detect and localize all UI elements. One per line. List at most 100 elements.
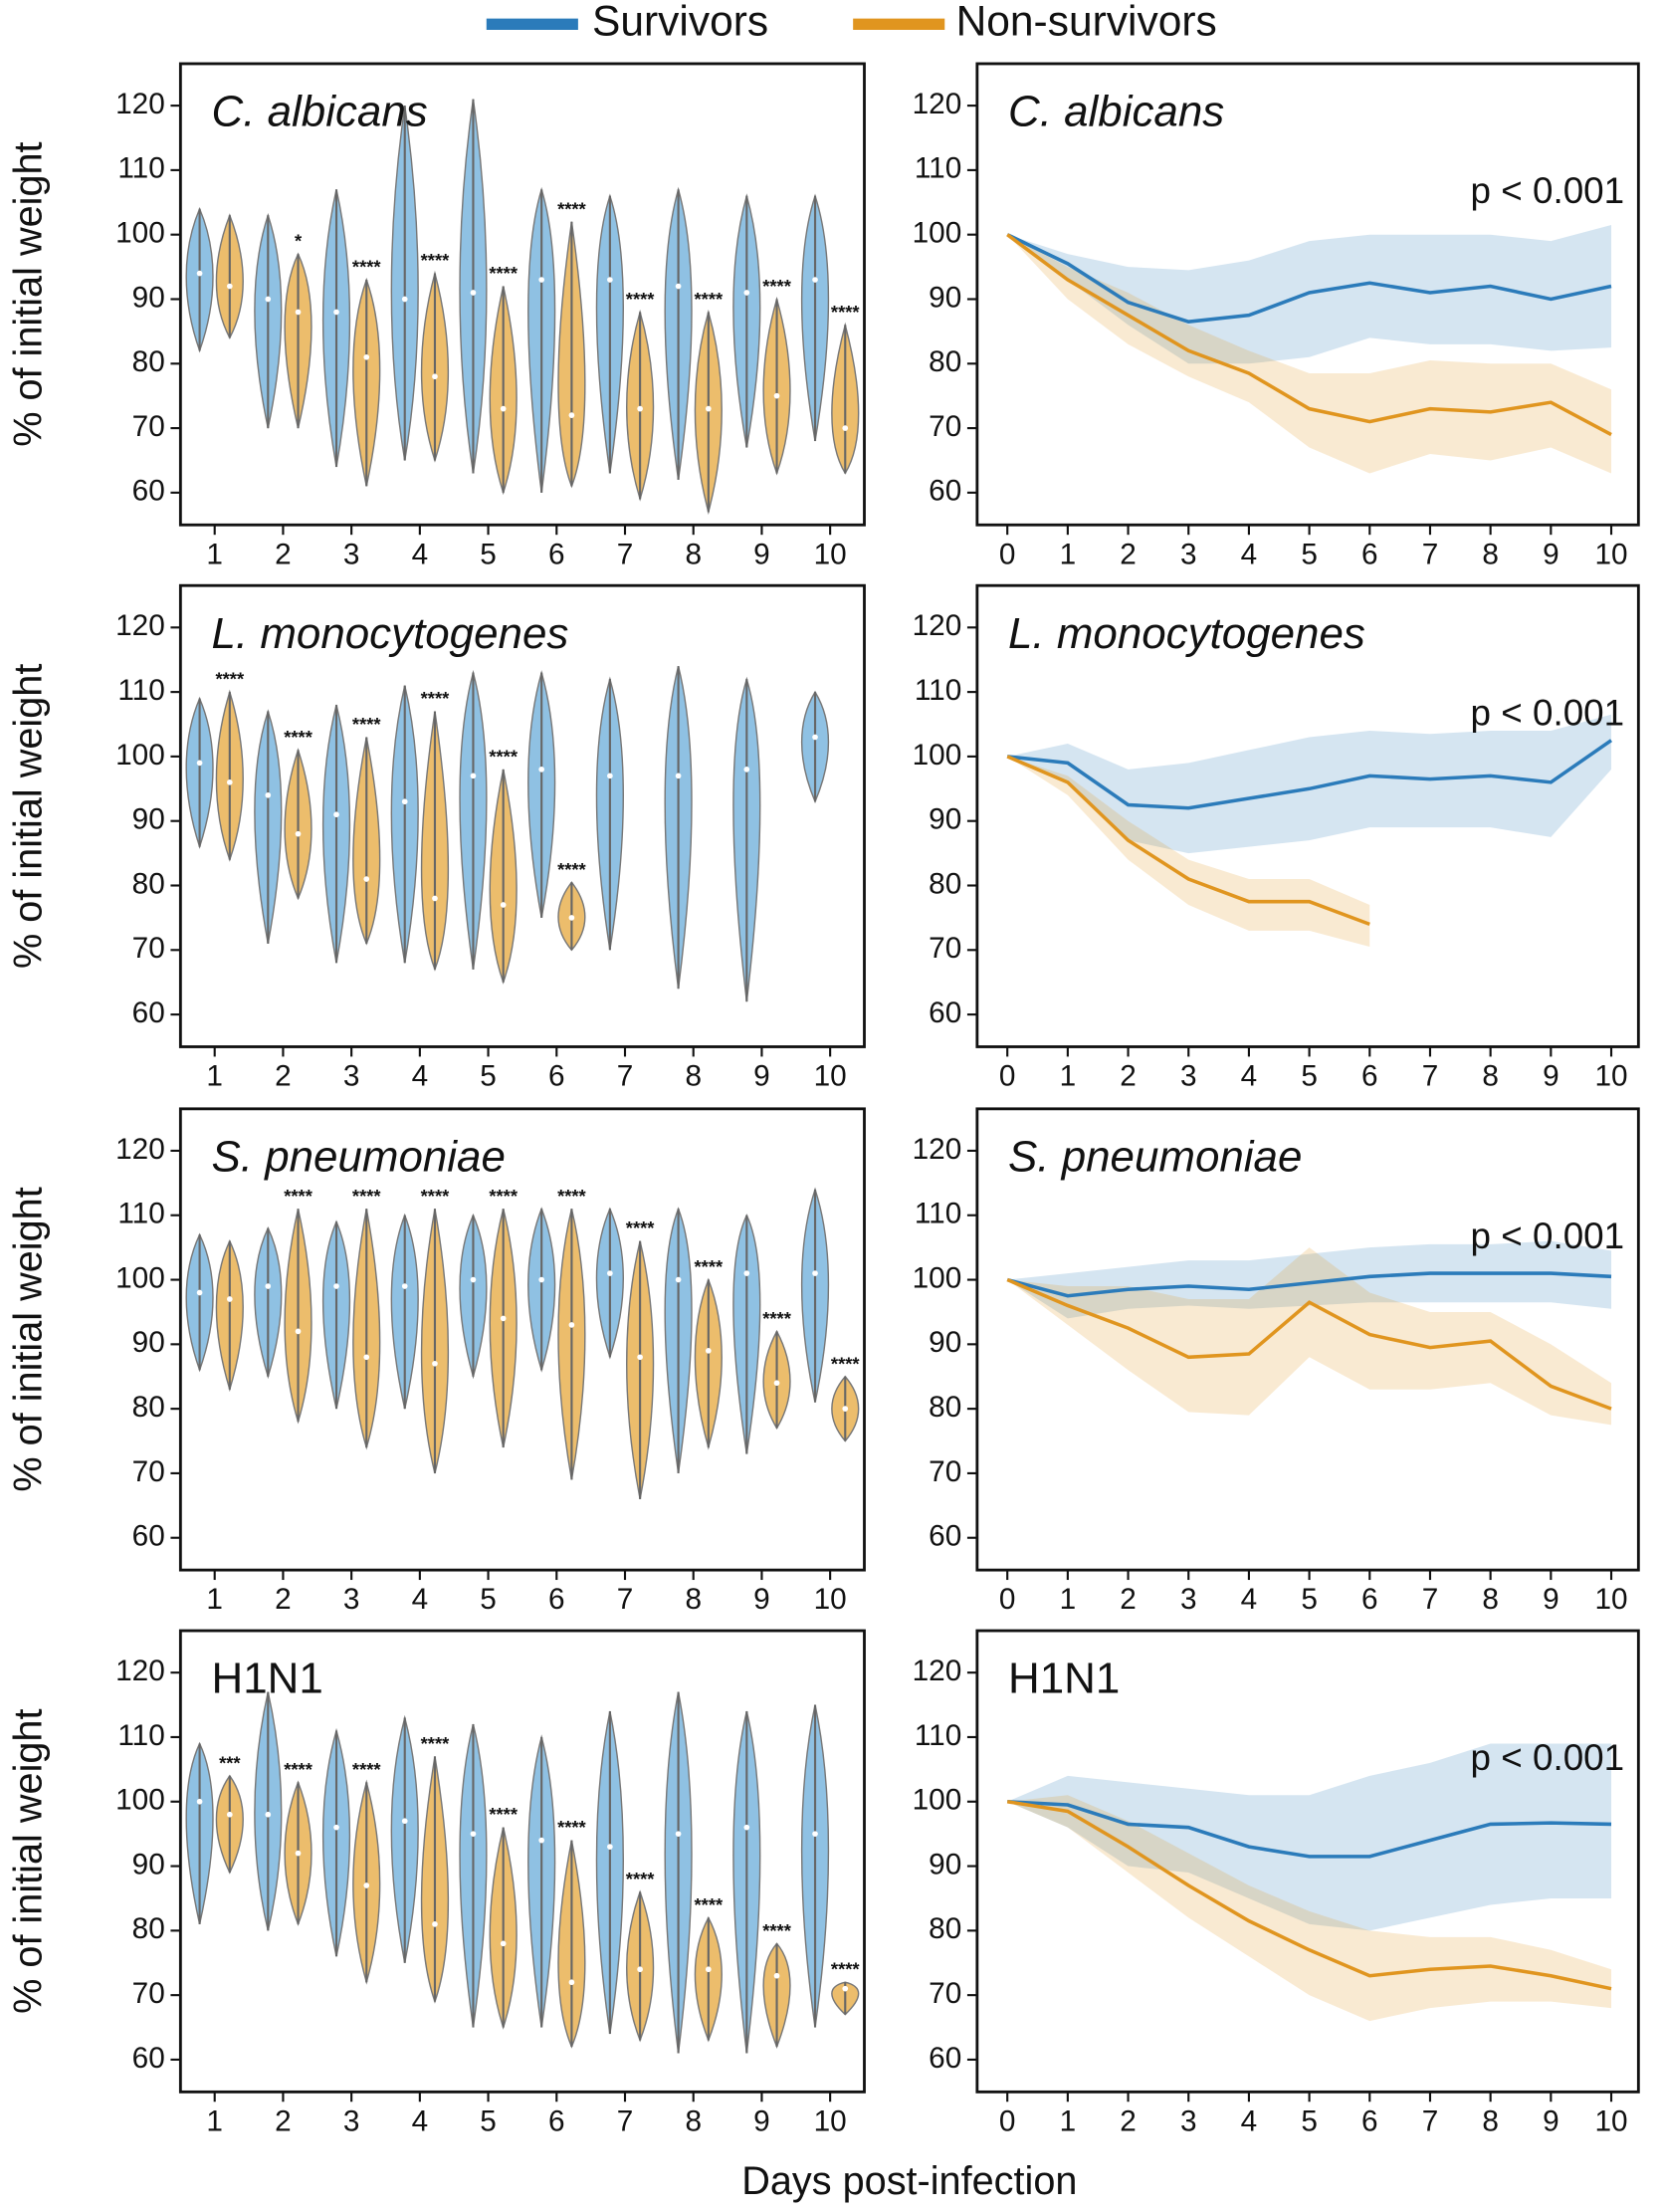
violin-median xyxy=(265,1811,272,1818)
violin-median xyxy=(568,1979,575,1986)
significance-label: **** xyxy=(695,1894,724,1915)
x-tick-label: 2 xyxy=(275,1060,292,1093)
violin-median xyxy=(568,915,575,921)
violin-median xyxy=(705,405,712,412)
x-tick-label: 6 xyxy=(548,1060,565,1093)
violin-median xyxy=(470,773,477,779)
significance-label: **** xyxy=(489,263,518,284)
y-tick-label: 80 xyxy=(132,345,165,378)
violin-median xyxy=(401,1283,408,1289)
y-tick-label: 90 xyxy=(929,803,961,836)
x-tick-label: 10 xyxy=(814,2104,847,2137)
violin-median xyxy=(773,1380,780,1387)
x-tick-label: 6 xyxy=(1361,1583,1378,1616)
y-tick-label: 120 xyxy=(115,1133,165,1166)
x-tick-label: 5 xyxy=(1301,1583,1318,1616)
x-tick-label: 4 xyxy=(412,2104,429,2137)
y-tick-label: 60 xyxy=(132,475,165,508)
x-tick-label: 2 xyxy=(275,1583,292,1616)
violin-median xyxy=(568,412,575,418)
violin-median xyxy=(265,296,272,303)
x-tick-label: 3 xyxy=(343,2104,360,2137)
y-tick-label: 120 xyxy=(115,609,165,642)
y-tick-label: 100 xyxy=(913,1784,962,1817)
x-tick-label: 8 xyxy=(1482,1060,1499,1093)
significance-label: **** xyxy=(352,257,381,278)
y-tick-label: 120 xyxy=(115,88,165,120)
violin-median xyxy=(333,1283,339,1289)
confidence-band xyxy=(1007,714,1612,854)
y-tick-label: 110 xyxy=(915,152,961,185)
y-tick-label: 80 xyxy=(929,1391,961,1424)
significance-label: **** xyxy=(421,688,450,709)
violin-median xyxy=(295,1328,302,1335)
significance-label: **** xyxy=(489,1804,518,1825)
y-tick-label: 80 xyxy=(929,1912,961,1945)
x-tick-label: 5 xyxy=(1301,1060,1318,1093)
confidence-band xyxy=(1007,756,1370,948)
y-tick-label: 90 xyxy=(929,1848,961,1880)
confidence-band xyxy=(1007,1240,1612,1319)
x-tick-label: 9 xyxy=(1543,1583,1559,1616)
y-tick-label: 120 xyxy=(913,609,962,642)
x-tick-label: 10 xyxy=(814,1583,847,1616)
x-tick-label: 8 xyxy=(685,1060,702,1093)
y-tick-label: 70 xyxy=(132,410,165,443)
y-tick-label: 80 xyxy=(132,867,165,900)
violin-median xyxy=(812,734,818,741)
y-tick-label: 60 xyxy=(132,996,165,1029)
y-tick-label: 60 xyxy=(929,2042,961,2075)
x-tick-label: 2 xyxy=(1120,2104,1137,2137)
panel-title: C. albicans xyxy=(212,88,428,136)
y-tick-label: 90 xyxy=(132,1848,165,1880)
x-tick-label: 1 xyxy=(206,538,223,570)
x-tick-label: 2 xyxy=(1120,538,1137,570)
violin-median xyxy=(675,283,682,290)
y-tick-label: 110 xyxy=(915,674,961,707)
significance-label: **** xyxy=(421,250,450,271)
violin-median xyxy=(743,1824,750,1831)
y-tick-label: 70 xyxy=(929,410,961,443)
y-tick-label: 90 xyxy=(929,281,961,314)
significance-label: **** xyxy=(626,1869,655,1889)
y-tick-label: 60 xyxy=(132,2042,165,2075)
x-tick-label: 9 xyxy=(753,1583,770,1616)
y-axis-label: % of initial weight xyxy=(7,1709,51,2014)
x-tick-label: 4 xyxy=(1241,1060,1258,1093)
y-tick-label: 70 xyxy=(929,1455,961,1488)
x-tick-label: 0 xyxy=(999,1060,1016,1093)
violin-median xyxy=(226,1811,233,1818)
line xyxy=(1006,233,1612,437)
y-tick-label: 70 xyxy=(929,932,961,965)
legend-label: Survivors xyxy=(592,0,768,46)
panel-title: L. monocytogenes xyxy=(212,609,569,658)
panel-title: H1N1 xyxy=(212,1655,323,1703)
x-tick-label: 7 xyxy=(617,538,634,570)
violin-median xyxy=(470,1276,477,1283)
significance-label: **** xyxy=(831,302,860,323)
x-tick-label: 0 xyxy=(999,1583,1016,1616)
y-tick-label: 90 xyxy=(132,1326,165,1359)
x-tick-label: 8 xyxy=(1482,1583,1499,1616)
violin-median xyxy=(743,290,750,296)
plot-frame xyxy=(975,1629,1640,2094)
significance-label: **** xyxy=(695,289,724,310)
y-tick-label: 60 xyxy=(929,996,961,1029)
violin-median xyxy=(607,1270,613,1276)
violin-median xyxy=(363,1882,370,1888)
line xyxy=(1006,233,1612,324)
significance-label: **** xyxy=(557,1186,586,1207)
panel-title: L. monocytogenes xyxy=(1008,609,1365,658)
violin-median xyxy=(226,778,233,785)
x-tick-label: 7 xyxy=(617,2104,634,2137)
significance-label: * xyxy=(295,231,303,252)
significance-label: **** xyxy=(284,727,312,748)
violin-median xyxy=(538,767,545,773)
x-tick-label: 2 xyxy=(1120,1583,1137,1616)
y-axis-label: % of initial weight xyxy=(7,1187,51,1491)
y-tick-label: 80 xyxy=(132,1391,165,1424)
significance-label: **** xyxy=(762,1920,791,1941)
violin-median xyxy=(500,1315,507,1322)
violin-median xyxy=(333,309,339,316)
y-tick-label: 90 xyxy=(929,1326,961,1359)
